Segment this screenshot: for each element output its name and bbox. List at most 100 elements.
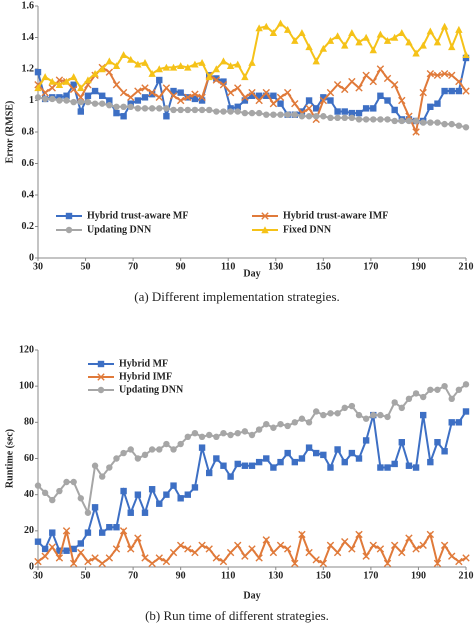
- marker: [362, 415, 370, 422]
- marker: [198, 433, 206, 440]
- marker: [305, 444, 313, 451]
- marker: [113, 103, 120, 111]
- marker: [412, 49, 420, 57]
- marker: [219, 57, 228, 65]
- marker: [334, 114, 341, 122]
- marker: [248, 109, 256, 117]
- marker: [248, 431, 256, 439]
- marker: [327, 464, 334, 471]
- marker: [298, 530, 306, 539]
- marker: [405, 117, 413, 125]
- marker: [248, 88, 256, 97]
- marker: [119, 51, 128, 59]
- marker: [106, 102, 113, 109]
- marker: [141, 509, 149, 516]
- x-tick-label: 30: [33, 261, 43, 272]
- x-tick-label: 90: [176, 261, 186, 272]
- y-tick-label: 0.4: [22, 189, 35, 200]
- marker: [355, 84, 363, 92]
- marker: [91, 462, 99, 469]
- marker: [334, 446, 341, 453]
- marker: [441, 87, 448, 95]
- marker: [341, 404, 348, 412]
- marker: [141, 84, 149, 92]
- marker: [305, 97, 313, 104]
- marker: [376, 545, 385, 553]
- marker: [241, 428, 249, 435]
- marker: [206, 106, 213, 114]
- marker: [213, 108, 220, 115]
- marker: [127, 93, 135, 102]
- marker: [212, 76, 221, 84]
- marker: [198, 541, 206, 549]
- marker: [398, 29, 406, 36]
- marker: [398, 96, 406, 105]
- marker: [198, 444, 206, 451]
- marker: [177, 440, 184, 448]
- marker: [462, 51, 470, 59]
- marker: [412, 117, 420, 125]
- marker: [261, 226, 269, 234]
- marker: [355, 116, 363, 123]
- caption: (a) Different implementation strategies.: [134, 289, 340, 304]
- marker: [227, 431, 234, 439]
- marker: [41, 95, 49, 103]
- marker: [334, 410, 341, 417]
- marker: [219, 557, 228, 566]
- x-tick-label: 70: [128, 570, 138, 581]
- marker: [326, 36, 335, 44]
- marker: [398, 548, 406, 557]
- marker: [377, 411, 384, 419]
- marker: [462, 124, 470, 131]
- marker: [213, 455, 220, 462]
- marker: [99, 92, 106, 99]
- marker: [176, 62, 185, 70]
- marker: [298, 29, 306, 36]
- marker: [69, 559, 78, 568]
- marker: [398, 117, 405, 125]
- marker: [270, 92, 277, 99]
- marker: [362, 33, 370, 41]
- marker: [170, 106, 177, 114]
- marker: [148, 70, 156, 77]
- legend-label: Hybrid trust-aware IMF: [283, 210, 388, 221]
- marker: [176, 96, 185, 105]
- marker: [120, 449, 127, 457]
- marker: [77, 84, 85, 92]
- marker: [127, 545, 135, 553]
- marker: [134, 455, 142, 462]
- marker: [184, 545, 192, 553]
- marker: [198, 97, 206, 104]
- marker: [77, 540, 84, 547]
- marker: [291, 559, 299, 568]
- marker: [305, 104, 313, 113]
- marker: [56, 97, 63, 104]
- marker: [84, 76, 92, 84]
- marker: [355, 530, 363, 539]
- legend-label: Hybrid MF: [119, 358, 168, 369]
- y-tick-label: 1.6: [22, 0, 35, 11]
- x-tick-label: 130: [268, 570, 283, 581]
- marker: [341, 537, 349, 546]
- x-tick-label: 150: [316, 261, 331, 272]
- marker: [134, 60, 142, 68]
- marker: [248, 545, 256, 553]
- marker: [63, 547, 70, 554]
- marker: [383, 559, 392, 568]
- marker: [141, 59, 149, 66]
- marker: [156, 500, 163, 507]
- marker: [156, 446, 163, 453]
- marker: [120, 487, 127, 495]
- marker: [319, 559, 328, 568]
- marker: [112, 62, 121, 70]
- marker: [56, 487, 63, 495]
- marker: [241, 552, 249, 560]
- marker: [462, 554, 470, 562]
- marker: [255, 458, 263, 466]
- marker: [162, 63, 171, 71]
- marker: [48, 543, 56, 551]
- marker: [455, 77, 463, 86]
- marker: [362, 437, 370, 444]
- y-tick-label: 1: [29, 95, 34, 106]
- marker: [398, 439, 405, 446]
